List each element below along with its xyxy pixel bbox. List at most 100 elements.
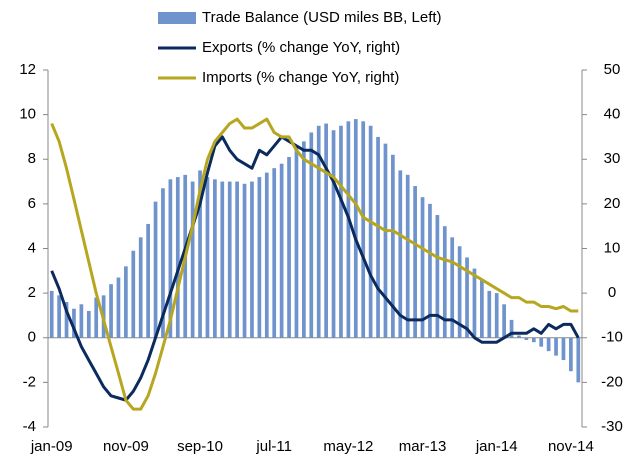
bar (576, 337, 581, 383)
bar (324, 123, 328, 338)
x-tick-label: nov-09 (103, 438, 149, 455)
y-tick-label: -2 (23, 373, 36, 390)
bar (124, 266, 128, 338)
x-tick-label: nov-14 (548, 438, 594, 455)
bar (309, 132, 314, 338)
y-tick-label: 6 (28, 195, 36, 212)
bar (442, 226, 447, 338)
bar (213, 179, 217, 338)
y-tick-label: -4 (23, 418, 36, 435)
bar (487, 290, 492, 338)
y2-tick-label: -20 (601, 373, 623, 390)
y2-tick-label: -30 (601, 418, 623, 435)
bar (413, 186, 417, 338)
line (50, 117, 579, 411)
bar (391, 154, 395, 338)
y-tick-label: 0 (28, 329, 36, 346)
x-tick-label: sep-10 (177, 438, 223, 455)
bar (109, 284, 113, 338)
bar (227, 181, 232, 338)
bar (561, 337, 566, 361)
x-tick-label: jan-14 (475, 438, 518, 455)
bar (457, 246, 462, 338)
bar (86, 310, 91, 338)
x-tick-label: jul-11 (255, 438, 292, 455)
bar (198, 170, 202, 338)
bar (531, 337, 536, 343)
bar (161, 188, 165, 338)
line (50, 135, 580, 402)
y2-tick-label: 50 (604, 61, 621, 78)
y-tick-label: 2 (28, 284, 36, 301)
legend-label: Exports (% change YoY, right) (202, 39, 400, 56)
y-tick-label: 8 (28, 150, 36, 167)
bar (220, 181, 225, 338)
bar (294, 148, 299, 338)
bar (450, 237, 455, 338)
legend-label: Trade Balance (USD miles BB, Left) (202, 9, 442, 26)
bar (539, 337, 544, 347)
y2-tick-label: 30 (604, 150, 621, 167)
bar (383, 143, 388, 338)
bar (546, 337, 551, 352)
x-tick-label: jan-09 (30, 438, 73, 455)
bar (79, 304, 84, 338)
bar (509, 319, 514, 338)
y2-tick-label: 0 (608, 284, 616, 301)
y2-tick-label: 40 (604, 106, 621, 123)
y-tick-label: 12 (19, 61, 36, 78)
bar (205, 177, 210, 338)
y2-tick-label: 10 (604, 239, 621, 256)
bar (168, 179, 173, 338)
bar (153, 201, 158, 338)
x-tick-label: may-12 (323, 438, 373, 455)
bar (190, 181, 195, 338)
bar (49, 290, 54, 338)
bar (554, 337, 558, 356)
bar (361, 121, 366, 338)
bar (398, 170, 403, 338)
y2-tick-label: -10 (601, 329, 623, 346)
bar (569, 337, 573, 372)
y-tick-label: 10 (19, 106, 36, 123)
bar (494, 293, 499, 338)
bar (331, 130, 336, 338)
bar (138, 237, 143, 338)
x-tick-label: mar-13 (399, 438, 447, 455)
bar (64, 302, 69, 338)
bar (353, 119, 358, 338)
legend-label: Imports (% change YoY, right) (202, 69, 399, 86)
bar (346, 121, 351, 338)
bar (257, 177, 262, 338)
bar (524, 337, 529, 340)
bar (235, 181, 239, 338)
bar (131, 250, 136, 338)
legend-swatch (158, 12, 196, 24)
bar (146, 223, 150, 338)
bar (287, 157, 291, 338)
bar (480, 279, 484, 338)
bar (242, 183, 247, 338)
bar (502, 304, 506, 338)
bar (405, 174, 410, 338)
bar (435, 215, 440, 338)
bar (264, 172, 269, 338)
bar (57, 295, 61, 338)
y2-tick-label: 20 (604, 195, 621, 212)
bar (279, 163, 284, 338)
bar (428, 203, 432, 338)
bar (94, 297, 99, 338)
bar (420, 197, 425, 338)
bar (250, 181, 254, 338)
bar (272, 168, 277, 338)
bar (472, 268, 477, 338)
bar (339, 125, 343, 338)
bar (175, 177, 180, 338)
bar (368, 125, 373, 338)
bar (465, 257, 469, 338)
y-tick-label: 4 (28, 239, 36, 256)
bar (72, 308, 76, 338)
bar (116, 277, 121, 338)
bar (316, 125, 321, 338)
